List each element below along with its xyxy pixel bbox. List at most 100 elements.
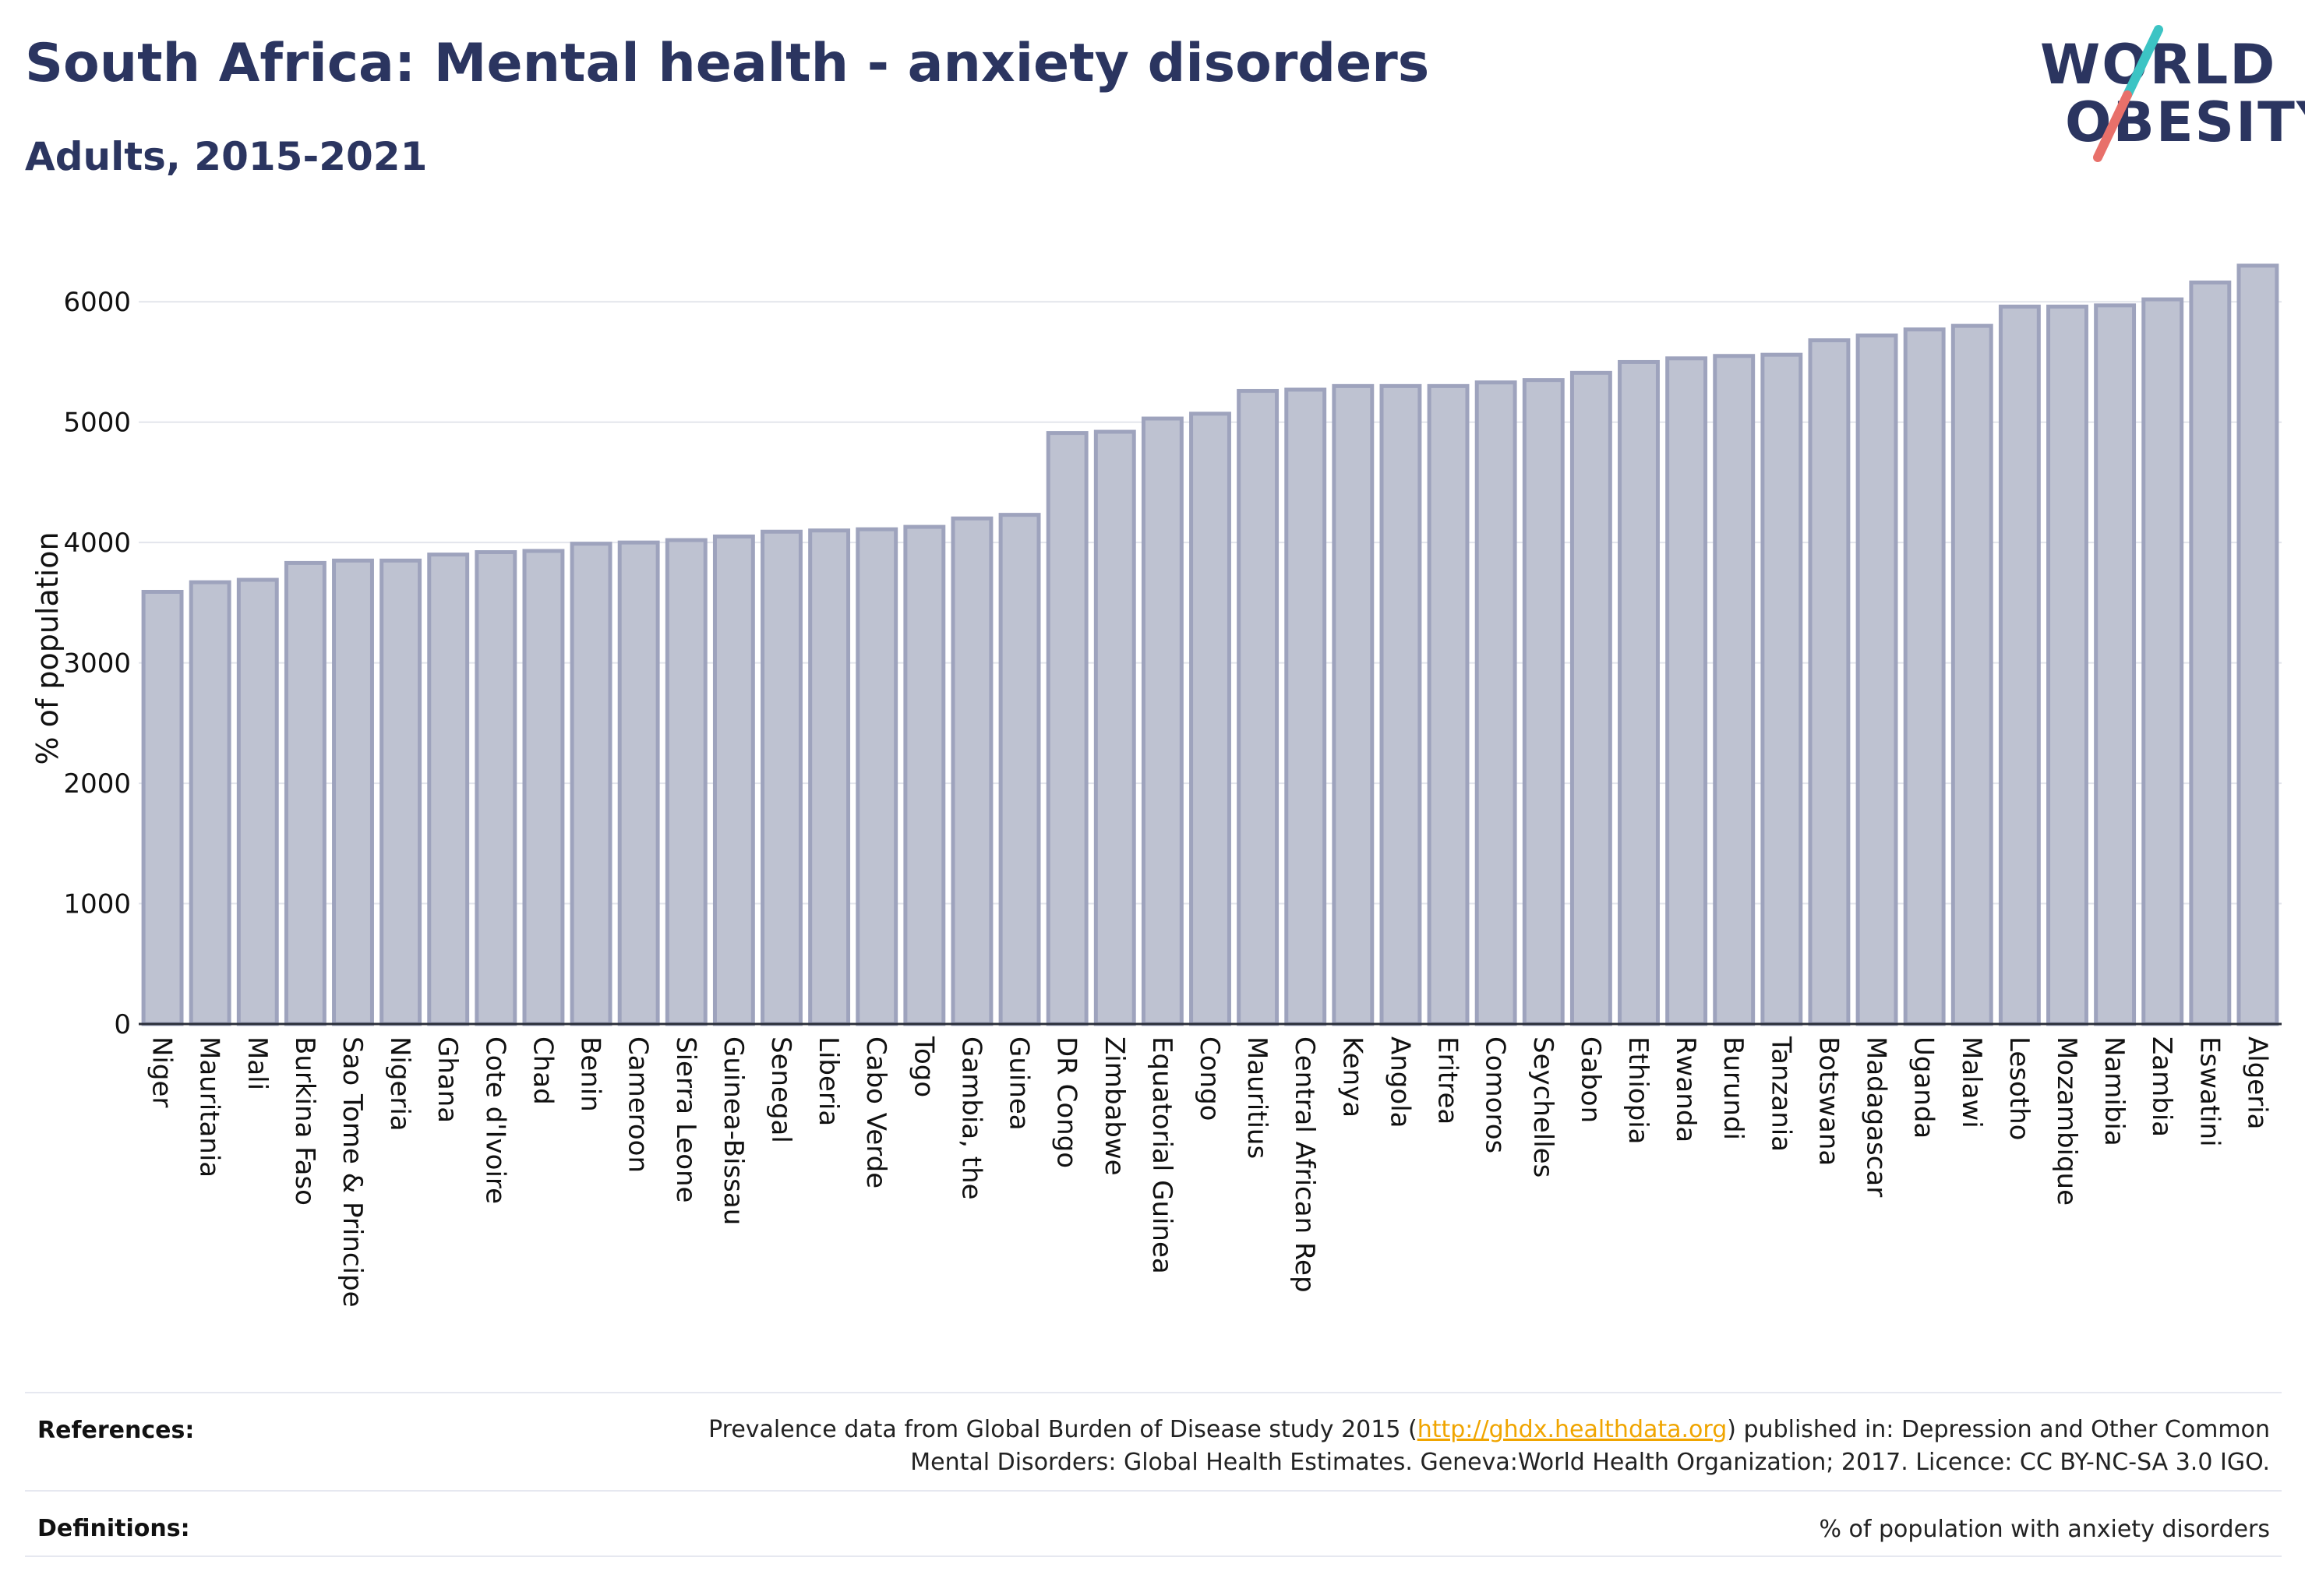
- bar: [1379, 383, 1422, 1026]
- x-tick-label: Chad: [527, 1036, 558, 1105]
- bar: [379, 558, 422, 1026]
- bar: [998, 513, 1041, 1026]
- bar: [1808, 338, 1851, 1026]
- bar: [1093, 429, 1136, 1026]
- bar: [475, 550, 517, 1026]
- x-tick-label: Ethiopia: [1622, 1036, 1654, 1144]
- bar: [951, 516, 994, 1026]
- bar: [761, 529, 803, 1026]
- x-tick-label: Gabon: [1575, 1036, 1606, 1123]
- x-tick-label: Sierra Leone: [670, 1036, 701, 1202]
- x-tick-label: Cote d'Ivoire: [479, 1036, 510, 1204]
- x-tick-label: Mozambique: [2051, 1036, 2082, 1206]
- bar: [2236, 263, 2279, 1026]
- x-tick-label: Mauritius: [1241, 1036, 1273, 1159]
- x-tick-label: Sao Tome & Principe: [337, 1036, 368, 1308]
- bar: [665, 538, 708, 1026]
- bar: [1903, 327, 1946, 1026]
- x-tick-label: Togo: [908, 1036, 939, 1097]
- footer-divider-middle: [25, 1490, 2282, 1492]
- x-tick-label: Guinea: [1004, 1036, 1035, 1131]
- x-tick-label: Angola: [1384, 1036, 1415, 1128]
- x-tick-label: Senegal: [765, 1036, 796, 1143]
- bar: [1332, 383, 1375, 1026]
- x-tick-label: Burkina Faso: [289, 1036, 320, 1206]
- bar: [856, 527, 898, 1026]
- x-tick-label: Mali: [242, 1036, 273, 1090]
- definitions-label: Definitions:: [37, 1515, 190, 1542]
- x-tick-label: Liberia: [813, 1036, 844, 1126]
- references-pre: Prevalence data from Global Burden of Di…: [708, 1416, 1417, 1443]
- bar: [1713, 354, 1756, 1026]
- bar: [2046, 304, 2088, 1026]
- x-tick-label: Central African Rep: [1289, 1036, 1320, 1293]
- bar: [1950, 323, 1993, 1026]
- bar: [1189, 411, 1231, 1026]
- bar: [141, 589, 184, 1026]
- y-tick-label: 3000: [63, 648, 131, 680]
- bar: [2141, 297, 2184, 1026]
- x-tick-label: Kenya: [1336, 1036, 1368, 1118]
- bar: [189, 580, 231, 1026]
- bar: [1665, 356, 1708, 1026]
- bar: [522, 549, 565, 1026]
- page-subtitle: Adults, 2015-2021: [25, 134, 428, 179]
- bar: [1522, 378, 1565, 1026]
- x-tick-label: Rwanda: [1670, 1036, 1701, 1142]
- bar: [1284, 387, 1327, 1026]
- x-tick-label: Congo: [1194, 1036, 1225, 1121]
- references-post: ) published in: Depression and Other Com…: [1727, 1416, 2270, 1443]
- x-tick-label: Nigeria: [384, 1036, 415, 1132]
- bar: [284, 560, 327, 1026]
- definitions-text: % of population with anxiety disorders: [1819, 1516, 2270, 1543]
- bar: [1046, 431, 1089, 1026]
- bar: [1855, 333, 1898, 1026]
- x-tick-label: Benin: [575, 1036, 606, 1112]
- bar: [1618, 359, 1660, 1026]
- bar: [1237, 389, 1280, 1026]
- y-tick-label: 6000: [63, 287, 131, 318]
- x-tick-label: Zimbabwe: [1099, 1036, 1130, 1176]
- x-tick-label: Eswatini: [2194, 1036, 2225, 1147]
- bar: [1569, 370, 1612, 1026]
- x-tick-label: Guinea-Bissau: [718, 1036, 749, 1225]
- x-tick-label: Cabo Verde: [860, 1036, 891, 1188]
- bar: [427, 553, 470, 1026]
- bar: [903, 524, 946, 1026]
- references-link[interactable]: http://ghdx.healthdata.org: [1417, 1416, 1728, 1443]
- x-tick-label: Mauritania: [194, 1036, 225, 1178]
- x-tick-label: Cameroon: [623, 1036, 654, 1173]
- bar: [570, 542, 612, 1026]
- y-axis-label: % of population: [30, 531, 65, 764]
- references-line2: Mental Disorders: Global Health Estimate…: [910, 1449, 2270, 1476]
- x-tick-label: Uganda: [1908, 1036, 1940, 1139]
- x-tick-label: Burundi: [1717, 1036, 1749, 1140]
- x-tick-label: Namibia: [2099, 1036, 2130, 1146]
- x-tick-label: Algeria: [2241, 1036, 2272, 1129]
- footer-divider-bottom: [25, 1555, 2282, 1557]
- footer-divider-top: [25, 1392, 2282, 1393]
- logo-word-world: WORLD: [2040, 33, 2277, 97]
- x-tick-label: DR Congo: [1051, 1036, 1082, 1168]
- x-tick-label: Malawi: [1956, 1036, 1987, 1128]
- references-label: References:: [37, 1417, 195, 1444]
- y-tick-label: 0: [114, 1009, 131, 1040]
- bar: [1998, 304, 2041, 1026]
- x-tick-label: Gambia, the: [955, 1036, 987, 1200]
- y-tick-label: 2000: [63, 768, 131, 800]
- y-tick-label: 4000: [63, 528, 131, 559]
- bar: [2189, 281, 2232, 1026]
- x-tick-label: Eritrea: [1432, 1036, 1463, 1125]
- x-tick-label: Comoros: [1480, 1036, 1511, 1153]
- page-title: South Africa: Mental health - anxiety di…: [25, 33, 1430, 94]
- x-tick-label: Niger: [146, 1036, 178, 1107]
- bar: [712, 534, 755, 1026]
- x-tick-label: Seychelles: [1527, 1036, 1558, 1178]
- bar: [808, 528, 851, 1026]
- x-tick-label: Ghana: [432, 1036, 463, 1123]
- bar: [1141, 416, 1184, 1026]
- references-text: Prevalence data from Global Burden of Di…: [708, 1414, 2270, 1479]
- bar: [1427, 383, 1470, 1026]
- x-tick-label: Madagascar: [1861, 1036, 1892, 1197]
- bar: [1760, 352, 1803, 1026]
